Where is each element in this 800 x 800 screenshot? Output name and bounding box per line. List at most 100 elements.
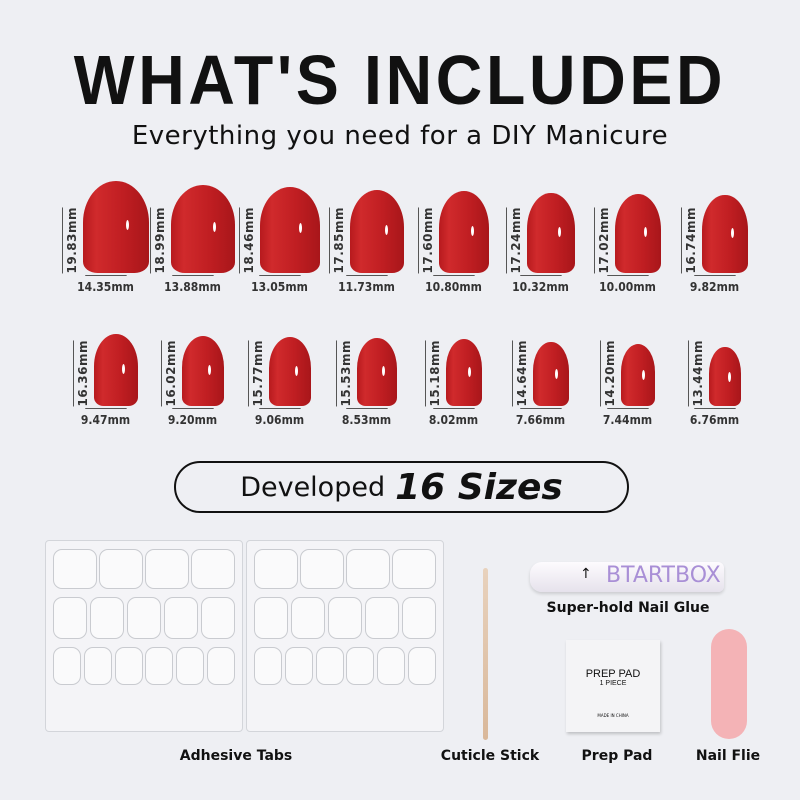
adhesive-tab: [126, 597, 161, 639]
glue-brand: BTARTBOX: [606, 563, 721, 588]
banner-prefix: Developed: [240, 471, 386, 503]
adhesive-tab: [315, 647, 344, 685]
page-subtitle: Everything you need for a DIY Manicure: [131, 121, 669, 151]
tab-row: [52, 549, 236, 589]
nail-width-label: 8.02mm: [414, 408, 492, 428]
adhesive-tab: [300, 549, 344, 589]
nail-tip: [615, 193, 661, 273]
nail-tip: [94, 334, 138, 406]
nail-tip: [620, 343, 656, 406]
nail-length-label: 13.44mm: [688, 339, 706, 406]
adhesive-tab: [327, 597, 362, 639]
tab-row: [253, 549, 437, 589]
nail-width-label: 14.35mm: [66, 275, 144, 295]
adhesive-tab-sheet: [246, 540, 444, 732]
banner-emphasis: 16 Sizes: [395, 466, 563, 508]
adhesive-tab: [346, 549, 390, 589]
sizes-banner: Developed 16 Sizes: [174, 461, 629, 513]
nail-width-label: 10.00mm: [588, 275, 666, 295]
nail-width-label: 10.32mm: [501, 275, 579, 295]
adhesive-tab: [376, 647, 405, 685]
cuticle-stick-image: [483, 568, 488, 740]
nail-tip: [702, 195, 748, 273]
nail-width-label: 6.76mm: [675, 408, 753, 428]
nail-width-label: 9.20mm: [153, 408, 231, 428]
nail-tip: [350, 190, 404, 273]
tab-row: [52, 647, 236, 685]
tab-row: [253, 647, 437, 685]
nail-tip: [533, 341, 569, 406]
nail-width-label: 9.82mm: [675, 275, 753, 295]
nail-size-row1-6: 17.24mm 10.32mm: [497, 160, 584, 295]
adhesive-tab: [99, 549, 143, 589]
nail-width-label: 11.73mm: [327, 275, 405, 295]
nail-tip: [269, 336, 311, 406]
pad-origin: MADE IN CHINA: [597, 713, 629, 718]
nail-tip: [259, 187, 320, 273]
nail-length-label: 17.02mm: [594, 206, 611, 273]
adhesive-tab: [254, 549, 298, 589]
nail-tip: [181, 335, 225, 406]
adhesive-tab: [114, 647, 143, 685]
nail-size-row2-7: 14.20mm 7.44mm: [584, 300, 671, 428]
nail-size-row2-1: 16.36mm 9.47mm: [62, 300, 149, 428]
nail-width-label: 8.53mm: [327, 408, 405, 428]
nail-size-row1-1: 19.83mm 14.35mm: [62, 160, 149, 295]
nail-length-label: 16.74mm: [681, 206, 699, 273]
label-nail-glue: Super-hold Nail Glue: [546, 600, 710, 616]
sizes-row-2: 16.36mm 9.47mm 16.02mm 9.20mm 15.77mm 9.06mm 1…: [62, 300, 758, 428]
nail-size-row1-4: 17.85mm 11.73mm: [323, 160, 410, 295]
nail-tip: [439, 191, 489, 273]
nail-size-row2-6: 14.64mm 7.66mm: [497, 300, 584, 428]
nail-width-label: 7.44mm: [588, 408, 666, 428]
adhesive-tab: [175, 647, 204, 685]
nail-size-row1-5: 17.60mm 10.80mm: [410, 160, 497, 295]
label-adhesive-tabs: Adhesive Tabs: [179, 748, 293, 764]
nail-tip: [709, 346, 741, 406]
nail-length-label: 14.64mm: [512, 339, 530, 406]
nail-size-row2-5: 15.18mm 8.02mm: [410, 300, 497, 428]
nail-tip: [445, 339, 483, 406]
arrow-up-icon: ↑: [580, 566, 592, 582]
pad-count: 1 PIECE: [599, 680, 627, 687]
tab-row: [52, 597, 236, 639]
adhesive-tab: [90, 597, 125, 639]
nail-width-label: 9.47mm: [66, 408, 144, 428]
nail-length-label: 15.77mm: [248, 339, 266, 406]
nail-length-label: 17.85mm: [329, 206, 347, 273]
nail-tip: [527, 192, 575, 273]
nail-size-row2-4: 15.53mm 8.53mm: [323, 300, 410, 428]
tab-row: [253, 597, 437, 639]
adhesive-tab: [163, 597, 198, 639]
adhesive-tab: [254, 597, 289, 639]
adhesive-tab: [407, 647, 436, 685]
nail-width-label: 10.80mm: [414, 275, 492, 295]
nail-length-label: 19.83mm: [62, 206, 79, 273]
nail-file-image: [711, 629, 747, 739]
label-prep-pad: Prep Pad: [581, 748, 653, 764]
nail-tip: [83, 180, 149, 273]
nail-length-label: 18.99mm: [150, 206, 168, 273]
adhesive-tab: [83, 647, 112, 685]
adhesive-tab: [206, 647, 235, 685]
adhesive-tab: [200, 597, 235, 639]
nail-glue-image: ↑ BTARTBOX: [530, 562, 724, 592]
nail-width-label: 13.88mm: [153, 275, 231, 295]
nail-size-row2-2: 16.02mm 9.20mm: [149, 300, 236, 428]
adhesive-tab: [392, 549, 436, 589]
nail-size-row1-3: 18.46mm 13.05mm: [236, 160, 323, 295]
adhesive-tab: [364, 597, 399, 639]
adhesive-tab: [145, 549, 189, 589]
adhesive-tab: [53, 597, 88, 639]
adhesive-tab: [291, 597, 326, 639]
sizes-row-1: 19.83mm 14.35mm 18.99mm 13.88mm 18.46mm 13.05…: [62, 160, 758, 295]
nail-length-label: 15.18mm: [424, 339, 442, 406]
nail-width-label: 13.05mm: [240, 275, 318, 295]
nail-length-label: 14.20mm: [599, 339, 617, 406]
adhesive-tab: [254, 647, 283, 685]
prep-pad-image: PREP PAD 1 PIECE MADE IN CHINA: [566, 640, 660, 732]
nail-width-label: 7.66mm: [501, 408, 579, 428]
nail-size-row1-8: 16.74mm 9.82mm: [671, 160, 758, 295]
nail-length-label: 17.60mm: [418, 206, 436, 273]
nail-length-label: 16.02mm: [160, 339, 178, 406]
